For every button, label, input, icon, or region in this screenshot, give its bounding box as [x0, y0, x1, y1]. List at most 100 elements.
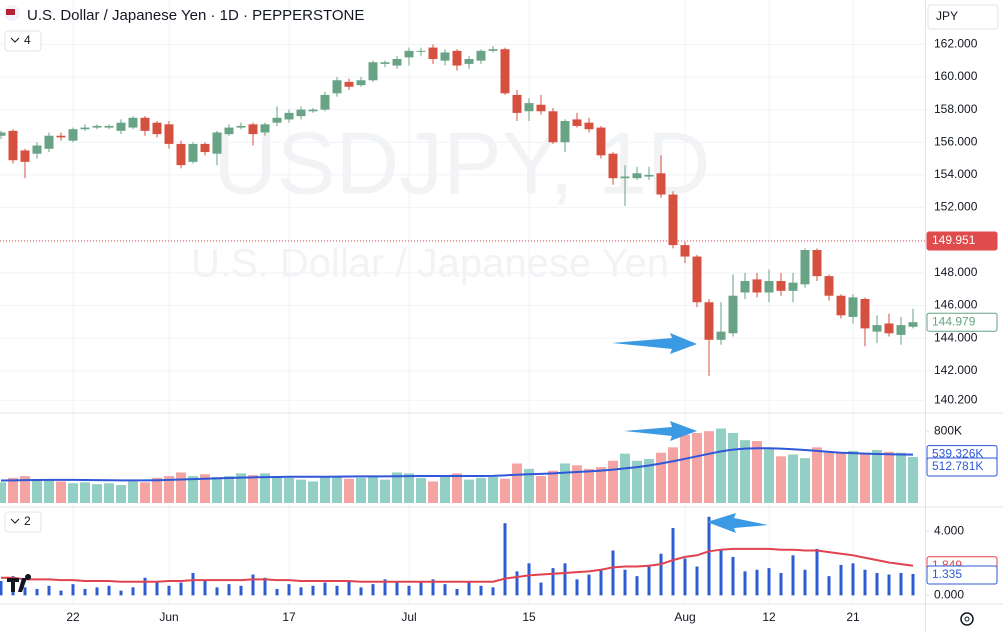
candle-body	[344, 81, 354, 87]
indicator-toggle[interactable]	[4, 511, 42, 533]
arrow-annotation[interactable]	[612, 333, 697, 354]
settings-icon[interactable]	[960, 612, 974, 626]
indicator-count[interactable]: 4	[24, 33, 31, 47]
indicator-bar	[155, 580, 159, 596]
currency-label[interactable]: JPY	[936, 9, 958, 23]
y-tick-label: 4.000	[934, 523, 964, 537]
volume-bar	[80, 482, 90, 503]
candle-body	[572, 119, 582, 126]
indicator-bar	[167, 585, 171, 596]
indicator-bar	[371, 584, 375, 596]
volume-bar	[380, 479, 390, 503]
price-label: 149.951	[932, 233, 976, 247]
x-tick-label: Aug	[674, 610, 695, 624]
candle-body	[776, 281, 786, 291]
indicator-bar	[47, 585, 51, 596]
volume-bar	[428, 481, 438, 503]
indicator-bar	[875, 572, 879, 596]
watermark: USDJPY, 1D U.S. Dollar / Japanese Yen	[191, 113, 711, 285]
volume-bar	[584, 468, 594, 503]
indicator-bar	[755, 569, 759, 596]
indicator-bar	[347, 580, 351, 596]
indicator-bar	[527, 563, 531, 596]
candle-body	[656, 173, 666, 195]
volume-bar	[140, 482, 150, 503]
volume-bar	[596, 467, 606, 503]
price-label: 539.326K	[932, 447, 983, 461]
indicator-bar	[731, 556, 735, 596]
indicator-bar	[743, 571, 747, 596]
candle-body	[272, 117, 282, 123]
candle-body	[428, 47, 438, 60]
currency-button[interactable]	[927, 4, 999, 30]
candle-body	[740, 281, 750, 293]
volume-bar	[128, 481, 138, 503]
candle-body	[284, 112, 294, 120]
indicator-bar	[0, 580, 3, 596]
indicator-bar	[395, 580, 399, 596]
volume-bar	[368, 476, 378, 503]
volume-bar	[224, 476, 234, 503]
indicator-bar	[503, 523, 507, 596]
candle-body	[596, 127, 606, 156]
candle-body	[608, 153, 618, 179]
volume-bar	[68, 483, 78, 503]
indicator-bar	[539, 582, 543, 596]
candle-body	[8, 130, 18, 161]
indicator-bar	[839, 564, 843, 596]
indicator-count[interactable]: 2	[24, 514, 31, 528]
candle-body	[68, 129, 78, 141]
price-label: 512.781K	[932, 459, 983, 473]
indicator-bar	[479, 585, 483, 596]
candle-body	[440, 52, 450, 61]
volume-bar	[272, 476, 282, 503]
x-tick-label: 17	[282, 610, 296, 624]
indicator-bar	[659, 553, 663, 596]
candle-body	[80, 127, 90, 130]
volume-bar	[908, 456, 918, 503]
candle-body	[104, 125, 114, 128]
indicator-bar	[899, 572, 903, 596]
indicator-bar	[251, 574, 255, 596]
indicator-bar	[707, 516, 711, 596]
volume-bar	[248, 475, 258, 503]
logo-mark[interactable]	[7, 574, 32, 592]
indicator-bar	[851, 563, 855, 596]
indicator-bar	[695, 566, 699, 596]
volume-bar	[812, 447, 822, 503]
candle-body	[800, 250, 810, 285]
candle-body	[392, 59, 402, 66]
indicator-toggle[interactable]	[4, 30, 42, 52]
x-tick-label: 12	[762, 610, 776, 624]
volume-bar	[56, 481, 66, 503]
indicator-bar	[635, 576, 639, 596]
candle-body	[44, 135, 54, 149]
indicator-bar	[815, 548, 819, 596]
indicator-bar	[59, 590, 63, 596]
indicator-bar	[203, 580, 207, 596]
volume-bar	[236, 473, 246, 503]
volume-bar	[740, 440, 750, 503]
indicator-bar	[95, 587, 99, 596]
candle-body	[380, 62, 390, 64]
y-tick-label: 140.200	[934, 392, 978, 406]
volume-bar	[896, 452, 906, 503]
arrow-annotation[interactable]	[624, 421, 697, 441]
indicator-bar	[911, 573, 915, 596]
y-tick-label: 162.000	[934, 36, 978, 50]
x-tick-label: Jun	[159, 610, 178, 624]
candle-body	[116, 122, 126, 131]
indicator-bar	[287, 584, 291, 596]
candle-body	[56, 135, 66, 138]
candle-body	[308, 109, 318, 112]
arrow-annotation[interactable]	[707, 513, 768, 533]
candle-body	[452, 50, 462, 66]
candle-body	[20, 150, 30, 162]
indicator-bar	[779, 572, 783, 596]
indicator-bar	[515, 571, 519, 596]
volume-bar	[536, 476, 546, 503]
y-tick-label: 144.000	[934, 330, 978, 344]
volume-bar	[392, 472, 402, 503]
